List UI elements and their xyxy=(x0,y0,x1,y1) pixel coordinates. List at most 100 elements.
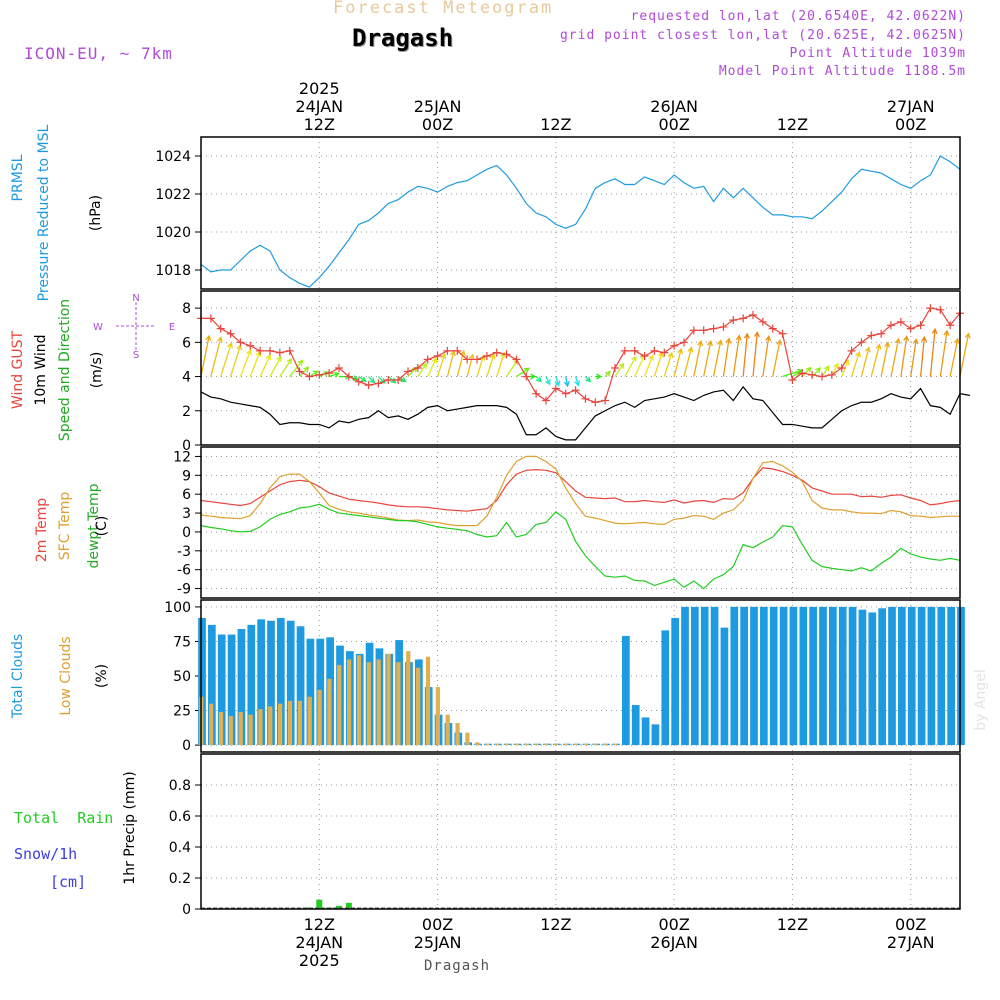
wind-direction-arrow xyxy=(919,337,926,377)
bottom-time-label: 2025 xyxy=(299,951,340,970)
wind-direction-arrow xyxy=(299,366,309,378)
total-cloud-bar xyxy=(789,606,798,746)
wind-frame xyxy=(200,290,961,446)
pressure-ytick-label: 1018 xyxy=(155,263,191,279)
pressure-series-prmsl xyxy=(200,155,961,288)
wind-gust-marker xyxy=(413,364,422,372)
low-cloud-bar xyxy=(386,653,391,746)
wind-gust-marker xyxy=(394,375,403,384)
wind-arrow-head xyxy=(421,362,428,369)
wind-arrow-head xyxy=(459,349,466,357)
low-cloud-bar xyxy=(485,743,490,746)
wind-arrow-head xyxy=(677,347,684,355)
wind-arrow-head xyxy=(297,359,304,366)
total-cloud-bar xyxy=(848,606,857,746)
temperature-frame xyxy=(200,446,961,599)
wind-direction-arrow xyxy=(939,330,948,377)
low-cloud-bar xyxy=(278,703,283,746)
bottom-time-label: 00Z xyxy=(658,915,689,934)
bottom-time-label: 12Z xyxy=(540,915,571,934)
wind-gust-marker xyxy=(305,372,314,381)
total-rain-legend: Total Rain xyxy=(14,809,114,827)
wind-direction-arrow xyxy=(752,332,758,377)
wind-direction-arrow xyxy=(358,376,367,382)
wind-arrow-head xyxy=(489,353,496,360)
low-cloud-bar xyxy=(297,700,302,746)
wind-gust-marker xyxy=(670,341,679,350)
total-cloud-bar xyxy=(296,626,305,746)
wind-direction-arrow xyxy=(762,336,770,377)
wind-direction-arrow xyxy=(683,347,693,377)
wind-direction-arrow xyxy=(239,350,252,377)
wind-direction-arrow xyxy=(309,370,319,378)
low-cloud-bar xyxy=(563,743,569,746)
wind-gust-marker xyxy=(818,372,826,381)
total-cloud-bar xyxy=(641,717,650,746)
low-cloud-bar xyxy=(455,722,460,746)
wind-arrow-head xyxy=(687,346,694,353)
total-cloud-bar xyxy=(651,724,660,746)
wind-gust-marker xyxy=(256,346,265,355)
total-cloud-bar xyxy=(247,624,256,746)
total-cloud-bar xyxy=(819,606,827,746)
wind-arrow-head xyxy=(931,327,938,335)
compass-north: N xyxy=(132,293,139,304)
wind-gust-marker xyxy=(946,321,955,330)
total-cloud-bar xyxy=(927,606,936,746)
total-cloud-bar xyxy=(671,617,679,746)
temperature-ytick-label: -9 xyxy=(177,582,191,598)
wind-gust-marker xyxy=(443,346,452,355)
wind-direction-arrow xyxy=(486,354,495,377)
low-cloud-bar xyxy=(504,743,509,746)
low-cloud-bar xyxy=(425,656,431,746)
low-cloud-bar xyxy=(337,664,342,746)
temperature-series-dewpt-temp xyxy=(200,503,961,590)
wind-gust-marker xyxy=(906,324,915,333)
clouds-panel: 0 25 50 75 100 xyxy=(164,599,965,754)
wind-gust-marker xyxy=(561,389,570,398)
wind-direction-arrow xyxy=(821,365,830,377)
wind-arrow-head xyxy=(246,349,252,356)
low-cloud-bar xyxy=(613,743,618,746)
top-time-label: 12Z xyxy=(304,115,335,134)
low-cloud-bar xyxy=(258,709,263,746)
low-cloud-bar xyxy=(603,743,608,746)
wind-gust-marker xyxy=(571,386,580,395)
wind-gust-marker xyxy=(778,329,787,338)
wind-arrow-head xyxy=(667,351,674,359)
wind-gust-marker xyxy=(384,375,393,384)
wind-gust-marker xyxy=(699,326,708,335)
wind-direction-arrow xyxy=(516,367,530,378)
bottom-time-label: 12Z xyxy=(304,915,335,934)
wind-gust-marker xyxy=(236,338,245,347)
wind-arrow-head xyxy=(753,331,760,338)
low-cloud-bar xyxy=(583,743,588,746)
precipitation-frame xyxy=(200,753,961,910)
wind-direction-arrow xyxy=(624,356,637,377)
low-cloud-bar xyxy=(465,732,470,746)
wind-gust-marker xyxy=(502,350,511,359)
total-cloud-bar xyxy=(838,606,847,746)
wind-gust-marker xyxy=(640,352,649,361)
wind-arrow-head xyxy=(875,343,882,350)
wind-ytick-label: 8 xyxy=(182,301,191,317)
temperature-ytick-label: -3 xyxy=(177,544,191,560)
rain-bar xyxy=(316,899,323,909)
wind-arrow-head xyxy=(943,329,950,336)
wind-gust-line xyxy=(201,307,961,403)
wind-arrow-head xyxy=(468,353,475,360)
wind-arrow-head xyxy=(912,338,919,345)
low-cloud-bar xyxy=(366,662,371,746)
wind-gust-marker xyxy=(315,370,324,379)
low-cloud-bar xyxy=(524,743,529,746)
bottom-time-label: 12Z xyxy=(777,915,808,934)
pressure-ytick-label: 1022 xyxy=(155,187,191,203)
total-cloud-bar xyxy=(720,627,729,746)
precipitation-ytick-label: 0.2 xyxy=(169,871,191,887)
wind-arrow-head xyxy=(360,376,367,382)
wind-direction-arrow xyxy=(614,363,624,377)
total-cloud-bar xyxy=(858,609,867,746)
total-cloud-bar xyxy=(227,634,236,746)
total-cloud-bar xyxy=(267,620,275,746)
total-cloud-bar xyxy=(208,624,216,746)
